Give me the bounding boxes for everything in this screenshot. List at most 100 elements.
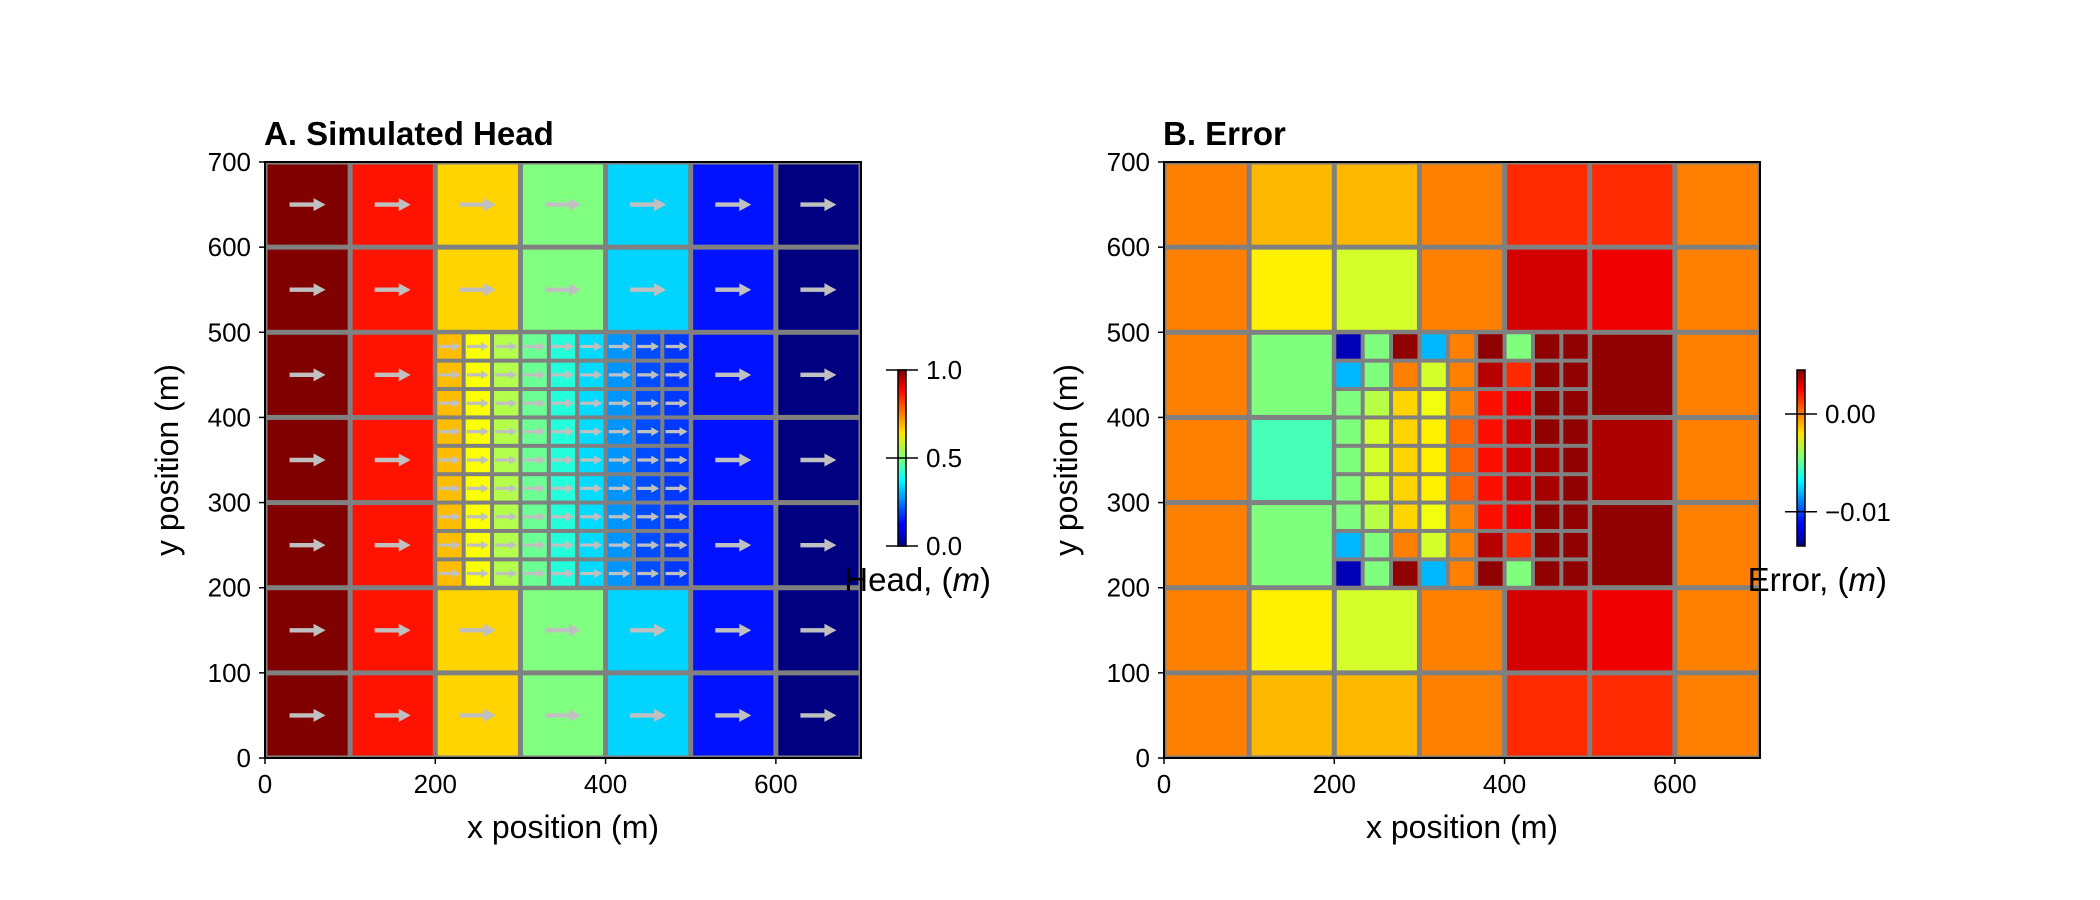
- panel-a-ytick-label: 300: [208, 488, 251, 518]
- panel-b-refined-cell: [1421, 362, 1446, 388]
- panel-b-cell: [1166, 505, 1247, 586]
- panel-a-title: A. Simulated Head: [264, 115, 554, 152]
- panel-b-cell: [1677, 249, 1758, 330]
- panel-b-cell: [1677, 334, 1758, 415]
- panel-b-refined-cell: [1393, 391, 1418, 416]
- panel-a-flow-arrow: [495, 341, 518, 351]
- panel-b-refined-cell: [1478, 532, 1503, 558]
- panel-a-colorbar: 0.0 0.5 1.0 Head, (m): [844, 355, 991, 598]
- panel-a-colorbar-tick-label: 0.0: [926, 531, 962, 561]
- panel-b-cell: [1251, 419, 1332, 501]
- panel-a-flow-arrow: [715, 538, 752, 552]
- panel-a-flow-arrow: [637, 483, 660, 493]
- panel-b-refined-cell: [1393, 419, 1418, 444]
- panel-b-refined-cell: [1364, 334, 1390, 359]
- panel-a-ytick-label: 600: [208, 232, 251, 262]
- panel-b-refined-cell: [1364, 391, 1390, 416]
- panel-b-refined-cell: [1393, 447, 1418, 473]
- panel-b-cell: [1677, 590, 1758, 671]
- panel-a-flow-arrow: [637, 512, 660, 522]
- panel-b-refined-cell: [1449, 334, 1475, 359]
- panel-a-flow-arrow: [374, 198, 411, 212]
- panel-a-flow-arrow: [580, 455, 603, 465]
- panel-a-xtick-label: 400: [584, 769, 627, 799]
- panel-b-refined-cell: [1336, 391, 1361, 416]
- panel-b-refined-cell: [1421, 476, 1446, 501]
- panel-b-cell: [1592, 505, 1673, 586]
- panel-a-flow-arrow: [495, 540, 518, 550]
- panel-a-flow-arrow: [374, 283, 411, 297]
- panel-b-title: B. Error: [1163, 115, 1286, 152]
- panel-a-ytick-label: 400: [208, 402, 251, 432]
- panel-a-flow-arrow: [495, 427, 518, 437]
- panel-b-cell: [1592, 419, 1673, 501]
- panel-a-flow-arrow: [580, 370, 603, 380]
- panel-b-refined-cell: [1449, 447, 1475, 473]
- panel-b-ytick-label: 200: [1107, 573, 1150, 603]
- panel-a-colorbar-ticks: 0.0 0.5 1.0: [886, 355, 962, 561]
- panel-b-refined-cell: [1336, 504, 1361, 529]
- panel-b-refined-cell: [1336, 532, 1361, 558]
- panel-a-flow-arrow: [637, 540, 660, 550]
- panel-a-flow-arrow: [466, 370, 489, 380]
- panel-a-flow-arrow: [495, 398, 518, 408]
- panel-a-xtick-label: 0: [258, 769, 272, 799]
- panel-a-flow-arrow: [630, 708, 667, 722]
- panel-b-refined-cell: [1534, 447, 1560, 473]
- panel-a-flow-arrow: [800, 623, 837, 637]
- panel-a-flow-arrow: [608, 398, 631, 408]
- panel-a-flow-arrow: [580, 398, 603, 408]
- panel-b-refined-cell: [1421, 391, 1446, 416]
- panel-b-refined-cell: [1506, 391, 1531, 416]
- panel-b-colorbar: −0.01 0.00 Error, (m): [1748, 369, 1891, 598]
- panel-a-flow-arrow: [580, 341, 603, 351]
- panel-a-flow-arrow: [552, 512, 574, 522]
- panel-b-refined-cell: [1336, 362, 1361, 388]
- panel-b-refined-cell: [1336, 561, 1361, 586]
- panel-a-flow-arrow: [523, 427, 546, 437]
- panel-b-cell: [1421, 675, 1503, 756]
- panel-b-colorbar-label-unit: m: [1849, 561, 1877, 598]
- panel-a-flow-arrow: [637, 341, 660, 351]
- panel-a-flow-arrow: [523, 569, 546, 579]
- panel-a-flow-arrow: [552, 427, 574, 437]
- panel-b-cell: [1421, 590, 1503, 671]
- panel-b-cell: [1251, 334, 1332, 415]
- panel-a-flow-arrow: [552, 455, 574, 465]
- panel-b-refined-cell: [1336, 476, 1361, 501]
- panel-a-flow-arrow: [523, 455, 546, 465]
- panel-a-flow-arrow: [665, 341, 688, 351]
- panel-a-flow-arrow: [438, 398, 461, 408]
- panel-a-flow-arrow: [495, 455, 518, 465]
- panel-a-flow-arrow: [374, 708, 411, 722]
- panel-a-flow-arrow: [438, 427, 461, 437]
- panel-a-flow-arrow: [665, 569, 688, 579]
- panel-a-colorbar-tick-label: 1.0: [926, 355, 962, 385]
- panel-b-colorbar-gradient: [1796, 369, 1806, 547]
- panel-b-refined-cells: [1336, 334, 1588, 586]
- panel-b-refined-cell: [1506, 476, 1531, 501]
- panel-a-flow-arrow: [374, 623, 411, 637]
- panel-b-refined-cell: [1563, 561, 1588, 586]
- panel-b-cell: [1507, 164, 1588, 245]
- panel-b-cell: [1166, 590, 1247, 671]
- panel-b-refined-cell: [1421, 561, 1446, 586]
- panel-b-cell: [1592, 164, 1673, 245]
- panel-b-refined-cell: [1421, 532, 1446, 558]
- panel-b-refined-cell: [1336, 419, 1361, 444]
- panel-b-refined-cell: [1534, 362, 1560, 388]
- panel-a-flow-arrow: [438, 512, 461, 522]
- panel-b-cell: [1166, 249, 1247, 330]
- panel-a-flow-arrow: [438, 341, 461, 351]
- panel-b-refined-cell: [1534, 532, 1560, 558]
- panel-a-flow-arrow: [545, 623, 581, 637]
- panel-b-frame: [1163, 161, 1761, 759]
- panel-a-ticks: 0 200 400 600 0 100 200 300 400 500 600 700: [208, 147, 798, 799]
- panel-b-refined-cell: [1534, 476, 1560, 501]
- panel-b-refined-cell: [1336, 334, 1361, 359]
- panel-b-refined-cell: [1421, 419, 1446, 444]
- panel-b-cell: [1592, 249, 1673, 330]
- panel-b-refined-cell: [1336, 447, 1361, 473]
- panel-a-flow-arrow: [665, 398, 688, 408]
